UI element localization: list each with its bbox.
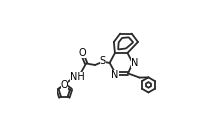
Text: O: O (60, 80, 68, 90)
Text: N: N (131, 58, 139, 68)
Text: S: S (99, 56, 106, 66)
Text: NH: NH (70, 72, 85, 82)
Text: O: O (78, 48, 86, 58)
Text: N: N (111, 70, 119, 80)
